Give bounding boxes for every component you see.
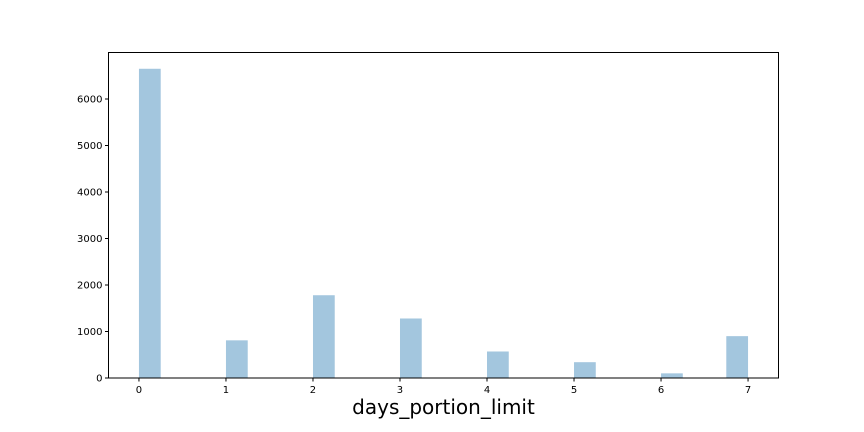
histogram-bar-6 (661, 373, 683, 378)
x-axis: 0 1 2 3 4 5 6 7 (136, 378, 751, 396)
y-tick-label: 3000 (77, 234, 102, 245)
x-tick-label: 4 (484, 385, 490, 396)
y-tick-label: 0 (96, 374, 102, 385)
histogram-bar-4 (487, 351, 509, 378)
x-axis-title: days_portion_limit (352, 395, 535, 419)
x-tick-label: 2 (310, 385, 316, 396)
y-tick-label: 1000 (77, 327, 102, 338)
y-axis: 0 1000 2000 3000 4000 5000 6000 (77, 95, 109, 385)
bars-group (138, 68, 749, 379)
histogram-bar-0 (138, 68, 161, 379)
x-tick-label: 0 (136, 385, 142, 396)
x-tick-label: 5 (571, 385, 577, 396)
plot-frame (108, 52, 779, 379)
y-tick-label: 6000 (77, 95, 102, 106)
histogram-bar-1 (225, 340, 248, 378)
x-tick-label: 3 (397, 385, 403, 396)
histogram-bar-7 (726, 336, 749, 378)
y-tick-label: 4000 (77, 188, 102, 199)
histogram-bar-2 (312, 295, 335, 378)
y-tick-label: 5000 (77, 141, 102, 152)
histogram-bar-3 (399, 318, 422, 378)
x-tick-label: 1 (223, 385, 229, 396)
histogram-bar-5 (574, 362, 596, 378)
x-tick-label: 7 (745, 385, 751, 396)
x-tick-label: 6 (658, 385, 664, 396)
y-tick-label: 2000 (77, 281, 102, 292)
